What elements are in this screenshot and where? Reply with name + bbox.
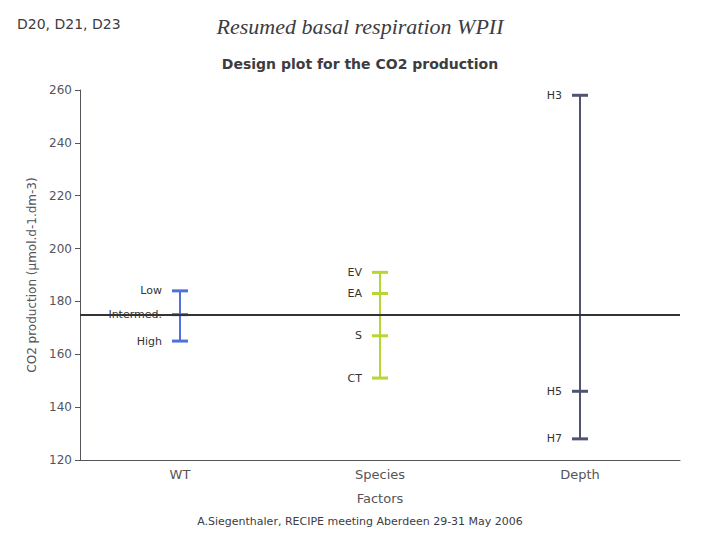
- svg-text:Low: Low: [140, 284, 162, 297]
- svg-text:CT: CT: [348, 372, 363, 385]
- svg-text:200: 200: [49, 242, 72, 256]
- svg-text:Species: Species: [355, 467, 405, 482]
- svg-text:EA: EA: [348, 287, 363, 300]
- svg-text:H7: H7: [547, 432, 562, 445]
- svg-text:CO2 production (μmol.d-1.dm-3): CO2 production (μmol.d-1.dm-3): [25, 177, 39, 372]
- svg-text:Depth: Depth: [560, 467, 600, 482]
- svg-text:180: 180: [49, 294, 72, 308]
- svg-text:160: 160: [49, 347, 72, 361]
- svg-text:EV: EV: [348, 266, 363, 279]
- svg-text:260: 260: [49, 83, 72, 97]
- svg-text:120: 120: [49, 453, 72, 467]
- svg-text:H3: H3: [547, 89, 562, 102]
- svg-text:D20, D21, D23: D20, D21, D23: [17, 16, 121, 32]
- svg-text:Design plot for the CO2 produc: Design plot for the CO2 production: [222, 56, 498, 72]
- svg-text:140: 140: [49, 400, 72, 414]
- svg-text:Factors: Factors: [357, 491, 404, 506]
- svg-text:WT: WT: [170, 467, 191, 482]
- svg-text:High: High: [137, 335, 162, 348]
- svg-text:H5: H5: [547, 385, 562, 398]
- svg-text:240: 240: [49, 136, 72, 150]
- svg-text:Intermed.: Intermed.: [108, 308, 162, 322]
- svg-text:220: 220: [49, 189, 72, 203]
- svg-text:A.Siegenthaler, RECIPE meeting: A.Siegenthaler, RECIPE meeting Aberdeen …: [197, 515, 523, 528]
- svg-text:S: S: [355, 329, 362, 342]
- svg-text:Resumed basal respiration WPII: Resumed basal respiration WPII: [216, 14, 506, 39]
